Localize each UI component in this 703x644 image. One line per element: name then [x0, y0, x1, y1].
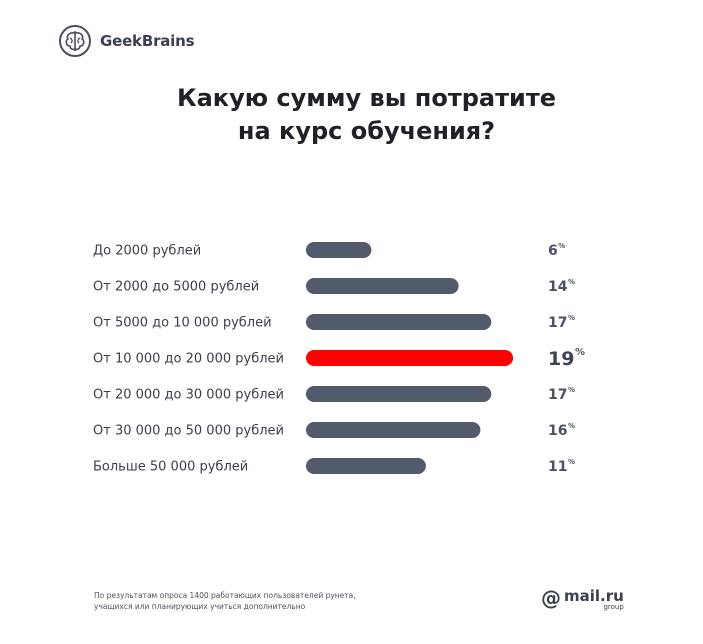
- bar: [306, 314, 492, 330]
- category-label: До 2000 рублей: [93, 244, 201, 259]
- bar: [306, 242, 372, 258]
- mailru-name: mail.ru: [564, 587, 624, 605]
- bar-chart: До 2000 рублей 6 % От 2000 до 5000 рублей 14…: [93, 242, 585, 475]
- bar: [306, 278, 459, 294]
- survey-footnote: По результатам опроса 1400 работающих по…: [94, 590, 394, 612]
- mailru-group-logo: @ mail.ru group: [541, 588, 624, 611]
- percent-sign: %: [558, 242, 565, 250]
- footnote-line2: учащихся или планирующих учиться дополни…: [94, 602, 306, 611]
- category-label: От 10 000 до 20 000 рублей: [93, 352, 284, 367]
- chart-title-line1: Какую сумму вы потратите: [176, 84, 557, 112]
- category-label: От 5000 до 10 000 рублей: [93, 316, 272, 331]
- mailru-group-label: group: [603, 603, 624, 611]
- at-icon: @: [541, 586, 561, 610]
- category-label: От 30 000 до 50 000 рублей: [93, 424, 284, 439]
- chart-title: Какую сумму вы потратите на курс обучени…: [0, 82, 703, 148]
- value-label: 17: [548, 315, 567, 331]
- value-label: 11: [548, 459, 567, 475]
- value-label: 17: [548, 387, 567, 403]
- value-label: 19: [548, 348, 574, 370]
- category-label: От 2000 до 5000 рублей: [93, 280, 259, 295]
- brand-name: GeekBrains: [100, 32, 195, 50]
- value-label: 14: [548, 279, 568, 295]
- percent-sign: %: [568, 386, 575, 394]
- brand-logo: GeekBrains: [58, 24, 195, 58]
- chart-title-line2: на курс обучения?: [237, 117, 496, 145]
- bar-highlighted: [306, 350, 514, 366]
- bar: [306, 458, 426, 474]
- value-label: 16: [548, 423, 567, 439]
- percent-sign: %: [568, 458, 575, 466]
- bar: [306, 386, 492, 402]
- percent-sign: %: [568, 314, 575, 322]
- category-label: От 20 000 до 30 000 рублей: [93, 388, 284, 403]
- percent-sign: %: [568, 422, 575, 430]
- brain-icon: [59, 25, 91, 57]
- percent-sign: %: [575, 347, 585, 358]
- category-label: Больше 50 000 рублей: [93, 460, 248, 475]
- bar: [306, 422, 481, 438]
- footnote-line1: По результатам опроса 1400 работающих по…: [94, 591, 356, 600]
- percent-sign: %: [568, 278, 575, 286]
- value-label: 6: [548, 243, 558, 259]
